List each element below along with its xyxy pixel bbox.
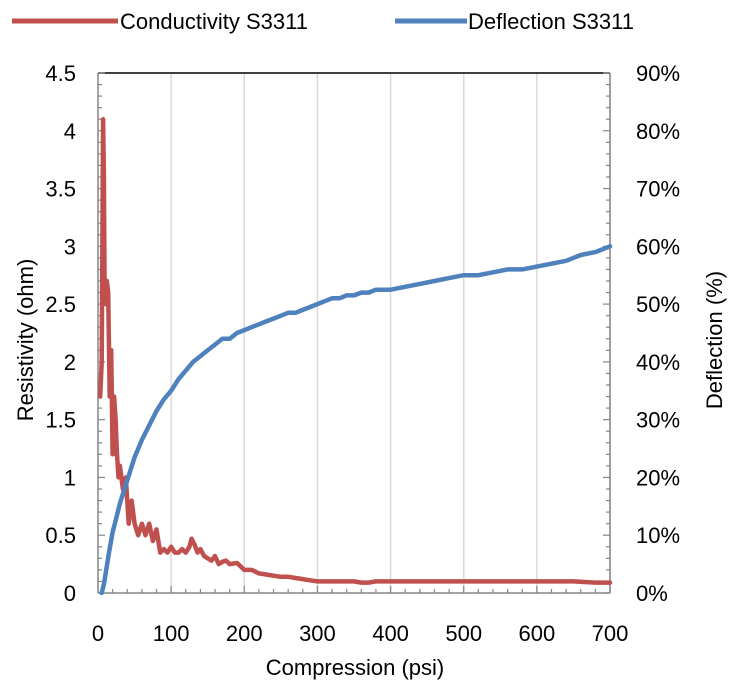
right-y-axis-title: Deflection (%): [702, 271, 727, 409]
right-y-tick-label: 20%: [636, 465, 680, 490]
left-y-tick-label: 4: [64, 119, 76, 144]
x-axis-title: Compression (psi): [266, 655, 445, 680]
left-y-tick-label: 1.5: [45, 408, 76, 433]
legend: Conductivity S3311 Deflection S3311: [12, 9, 634, 34]
right-y-tick-label: 80%: [636, 119, 680, 144]
left-y-tick-label: 0.5: [45, 523, 76, 548]
series-lines: [97, 116, 613, 596]
right-y-tick-label: 50%: [636, 292, 680, 317]
x-tick-label: 500: [445, 621, 482, 646]
legend-label-deflection: Deflection S3311: [468, 9, 634, 34]
left-y-tick-label: 3.5: [45, 177, 76, 202]
right-y-tick-label: 10%: [636, 523, 680, 548]
x-tick-label: 100: [153, 621, 190, 646]
right-y-tick-label: 40%: [636, 350, 680, 375]
x-tick-label: 600: [518, 621, 555, 646]
x-tick-label: 200: [226, 621, 263, 646]
x-tick-label: 700: [592, 621, 629, 646]
right-y-tick-label: 90%: [636, 61, 680, 86]
x-tick-label: 300: [299, 621, 336, 646]
legend-item-conductivity: Conductivity S3311: [12, 9, 308, 34]
left-y-tick-label: 2: [64, 350, 76, 375]
left-y-axis-title: Resistivity (ohm): [13, 259, 38, 422]
left-y-tick-label: 1: [64, 465, 76, 490]
left-y-tick-label: 4.5: [45, 61, 76, 86]
axes: [97, 72, 611, 594]
series-line-conductivity: [97, 116, 613, 585]
tick-labels: 0 100 200 300 400 500 600 700 0 0.5 1 1.5 2 2.5 3 3.5 4 4…: [45, 61, 680, 646]
left-y-tick-label: 2.5: [45, 292, 76, 317]
left-y-tick-label: 0: [64, 581, 76, 606]
right-y-tick-label: 30%: [636, 408, 680, 433]
x-tick-label: 400: [372, 621, 409, 646]
right-y-tick-label: 60%: [636, 234, 680, 259]
legend-label-conductivity: Conductivity S3311: [120, 9, 308, 34]
x-tick-label: 0: [92, 621, 104, 646]
series-line-deflection: [99, 244, 613, 596]
right-y-tick-label: 0%: [636, 581, 668, 606]
left-y-tick-label: 3: [64, 234, 76, 259]
right-y-tick-label: 70%: [636, 177, 680, 202]
legend-item-deflection: Deflection S3311: [395, 9, 634, 34]
